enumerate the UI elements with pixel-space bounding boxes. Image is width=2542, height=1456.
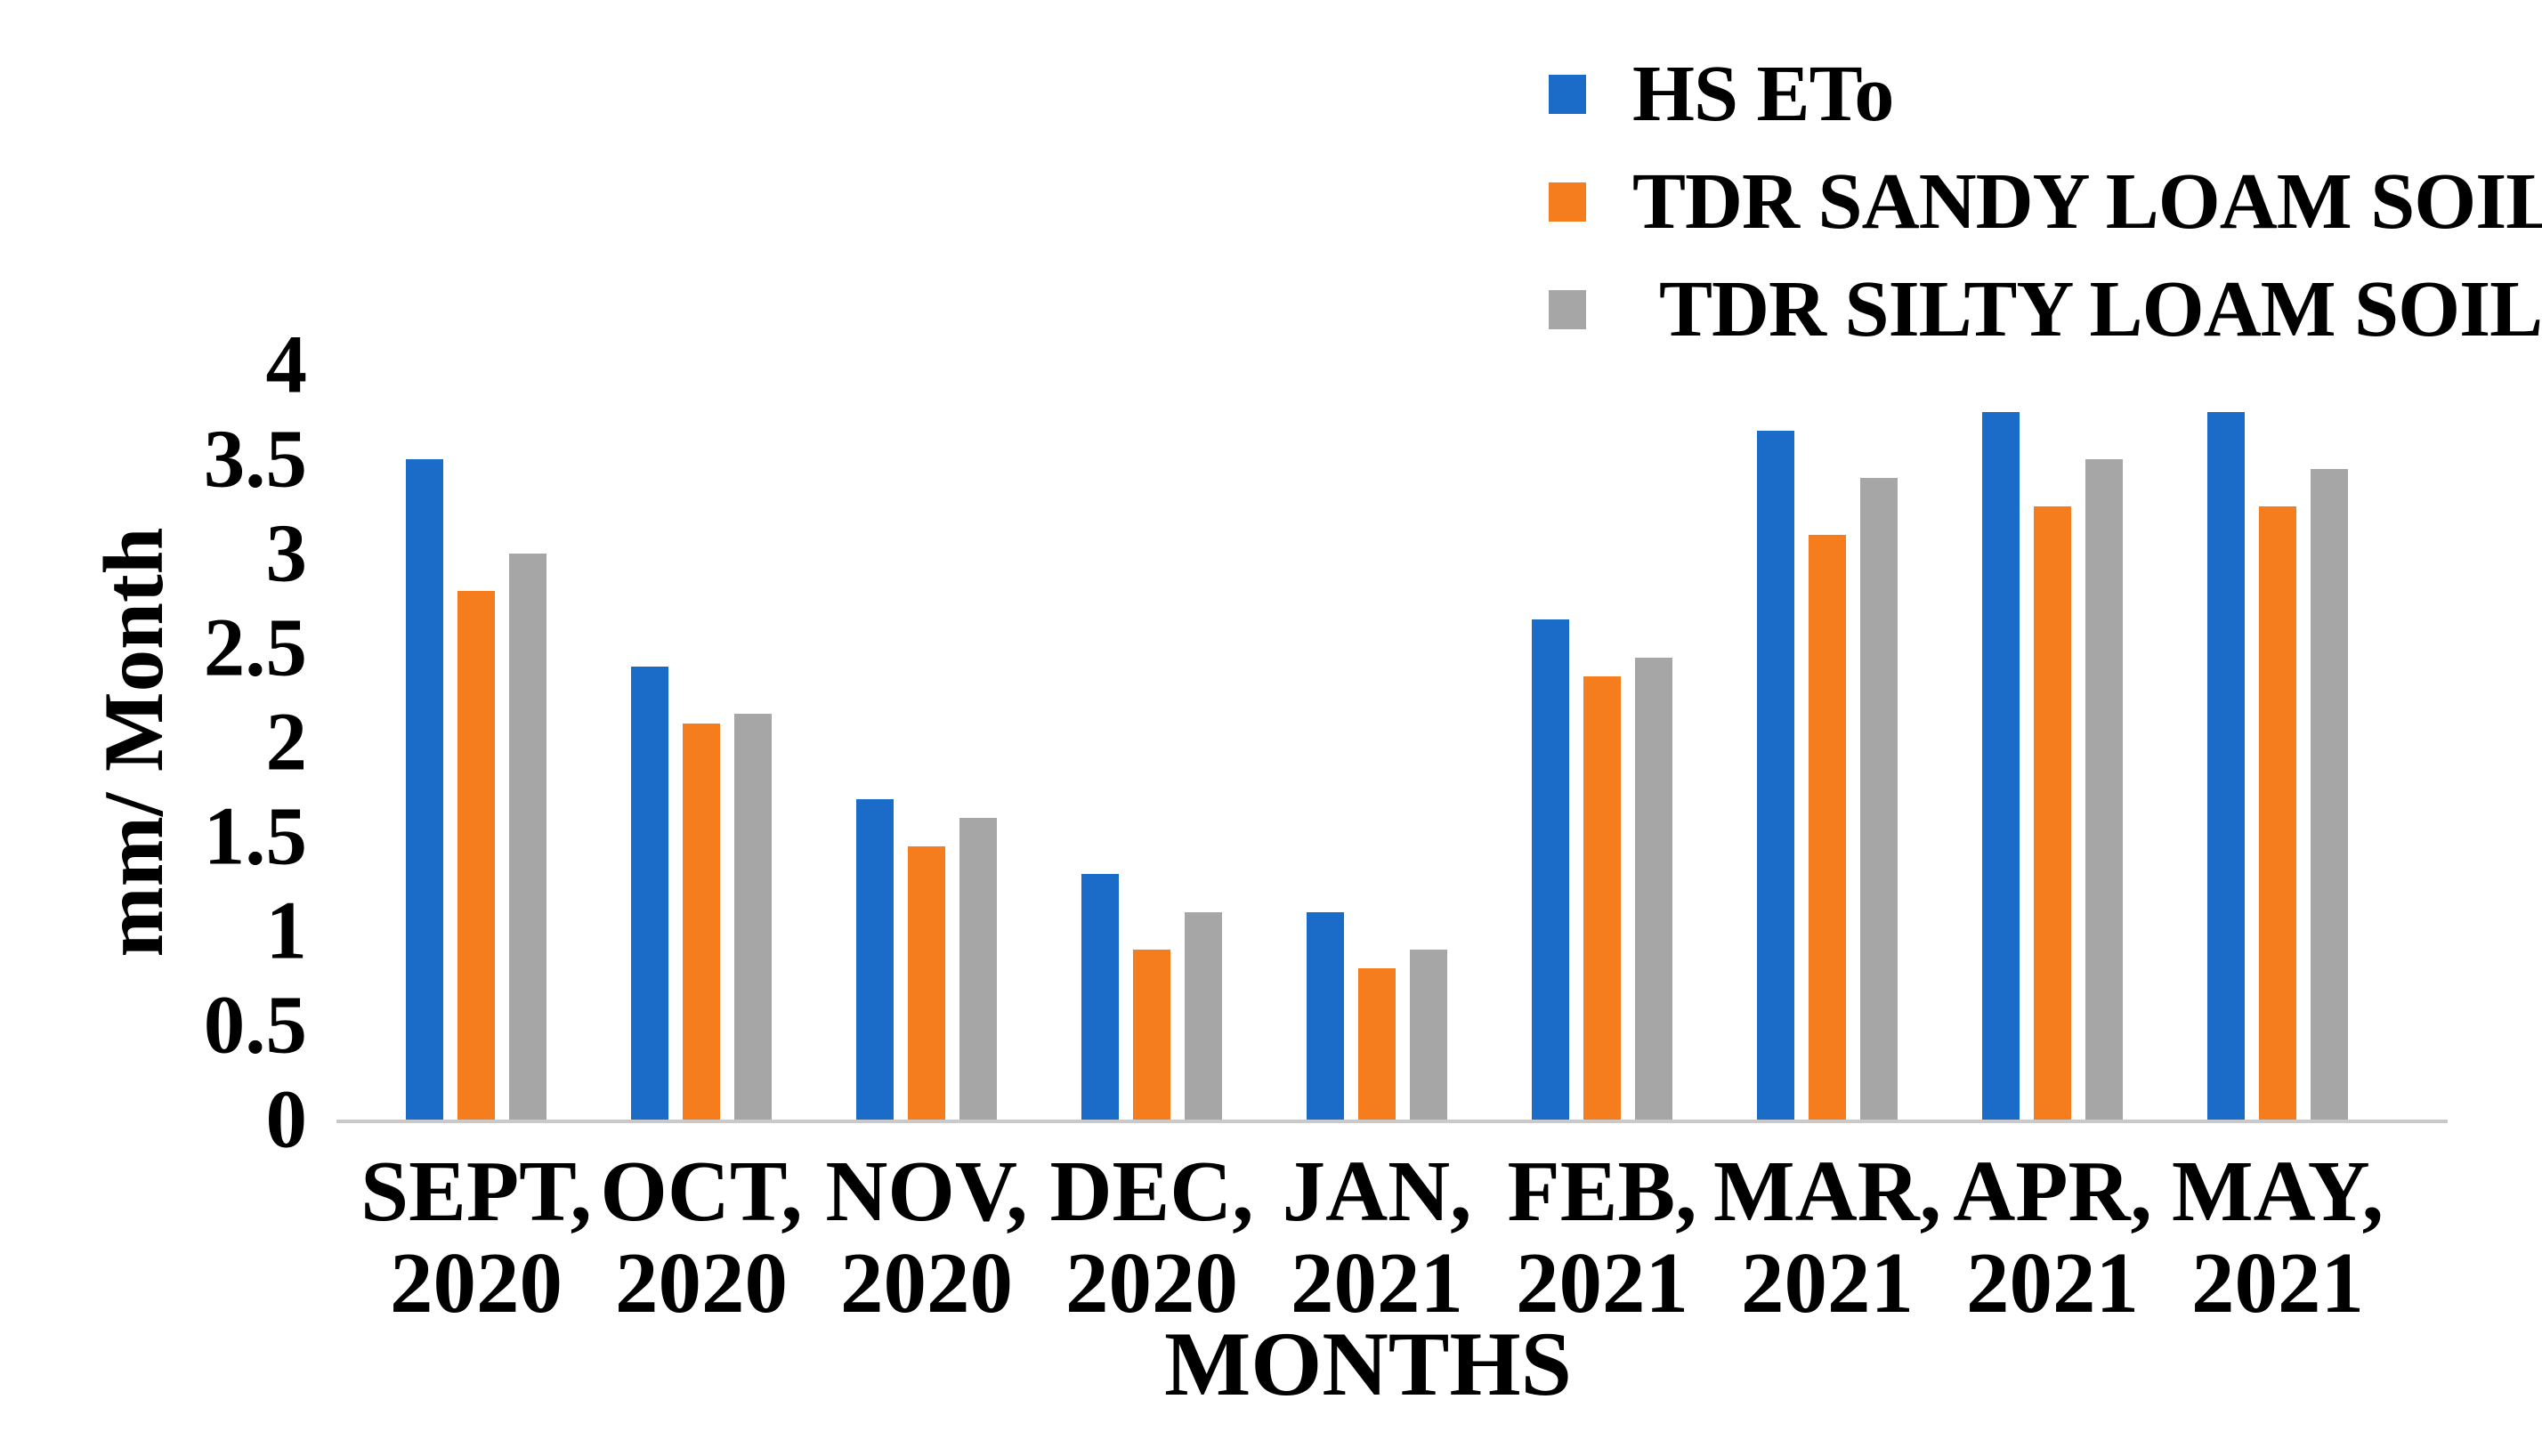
bar-group bbox=[406, 365, 546, 1120]
bar-hs-eto bbox=[1081, 874, 1119, 1120]
bar-tdr-sandy-loam-soil bbox=[457, 591, 495, 1120]
x-axis-title: MONTHS bbox=[1164, 1314, 1572, 1415]
x-tick-label: MAR, 2021 bbox=[1713, 1144, 1941, 1331]
plot-area bbox=[336, 365, 2448, 1123]
y-tick-label: 0 bbox=[265, 1073, 308, 1166]
bar-tdr-sandy-loam-soil bbox=[908, 845, 945, 1120]
legend-label: TDR SILTY LOAM SOIL bbox=[1659, 264, 2542, 353]
legend-item: TDR SANDY LOAM SOIL bbox=[1549, 148, 2542, 255]
bar-tdr-silty-loam-soil bbox=[1860, 478, 1898, 1120]
bar-tdr-sandy-loam-soil bbox=[1583, 675, 1621, 1120]
x-tick-label: FEB, 2021 bbox=[1507, 1144, 1697, 1331]
y-tick-label: 4 bbox=[265, 319, 308, 411]
bar-tdr-silty-loam-soil bbox=[509, 554, 546, 1120]
legend: HS ETo TDR SANDY LOAM SOIL TDR SILTY LOAM … bbox=[1549, 40, 2542, 363]
bar-tdr-silty-loam-soil bbox=[1635, 657, 1672, 1120]
bar-tdr-sandy-loam-soil bbox=[1358, 968, 1396, 1120]
bar-hs-eto bbox=[631, 667, 668, 1120]
bar-tdr-silty-loam-soil bbox=[1185, 911, 1222, 1120]
bar-tdr-sandy-loam-soil bbox=[683, 723, 720, 1120]
x-tick-label: APR, 2021 bbox=[1953, 1144, 2152, 1331]
y-tick-label: 3.5 bbox=[203, 413, 307, 506]
x-tick-label: SEPT, 2020 bbox=[360, 1144, 592, 1331]
legend-swatch-icon bbox=[1549, 182, 1586, 222]
y-tick-label: 2.5 bbox=[203, 602, 307, 694]
bar-group bbox=[1757, 365, 1898, 1120]
legend-label: HS ETo bbox=[1632, 49, 1894, 138]
bar-tdr-sandy-loam-soil bbox=[1133, 950, 1170, 1120]
bar-tdr-silty-loam-soil bbox=[2311, 468, 2348, 1120]
legend-item: TDR SILTY LOAM SOIL bbox=[1549, 255, 2542, 363]
bar-tdr-silty-loam-soil bbox=[734, 714, 772, 1120]
x-tick-label: NOV, 2020 bbox=[825, 1144, 1028, 1331]
bar-hs-eto bbox=[1982, 412, 2020, 1120]
bar-tdr-sandy-loam-soil bbox=[1809, 534, 1846, 1120]
bar-tdr-sandy-loam-soil bbox=[2034, 506, 2071, 1120]
bar-tdr-sandy-loam-soil bbox=[2259, 506, 2296, 1120]
y-tick-label: 2 bbox=[265, 696, 308, 789]
bar-group bbox=[1982, 365, 2123, 1120]
x-tick-label: OCT, 2020 bbox=[600, 1144, 803, 1331]
y-tick-label: 1 bbox=[265, 885, 308, 977]
legend-label: TDR SANDY LOAM SOIL bbox=[1632, 157, 2542, 246]
bar-group bbox=[2207, 365, 2348, 1120]
bar-group bbox=[1081, 365, 1222, 1120]
bar-group bbox=[1307, 365, 1447, 1120]
bar-tdr-silty-loam-soil bbox=[959, 817, 997, 1120]
bar-tdr-silty-loam-soil bbox=[1410, 950, 1447, 1120]
bar-hs-eto bbox=[1532, 619, 1569, 1120]
legend-swatch-icon bbox=[1549, 74, 1586, 114]
legend-item: HS ETo bbox=[1549, 40, 2542, 148]
bar-hs-eto bbox=[856, 798, 894, 1120]
bar-hs-eto bbox=[406, 459, 443, 1120]
bar-tdr-silty-loam-soil bbox=[2085, 459, 2123, 1120]
y-tick-label: 1.5 bbox=[203, 790, 307, 883]
x-tick-label: DEC, 2020 bbox=[1049, 1144, 1254, 1331]
bar-group bbox=[1532, 365, 1672, 1120]
x-tick-label: MAY, 2021 bbox=[2171, 1144, 2384, 1331]
bar-hs-eto bbox=[2207, 412, 2245, 1120]
bar-group bbox=[856, 365, 997, 1120]
bar-hs-eto bbox=[1757, 431, 1794, 1120]
legend-swatch-icon bbox=[1549, 289, 1586, 329]
x-tick-label: JAN, 2021 bbox=[1282, 1144, 1472, 1331]
y-tick-label: 3 bbox=[265, 507, 308, 600]
y-tick-label: 0.5 bbox=[203, 979, 307, 1072]
bar-group bbox=[631, 365, 772, 1120]
bar-hs-eto bbox=[1307, 911, 1344, 1120]
